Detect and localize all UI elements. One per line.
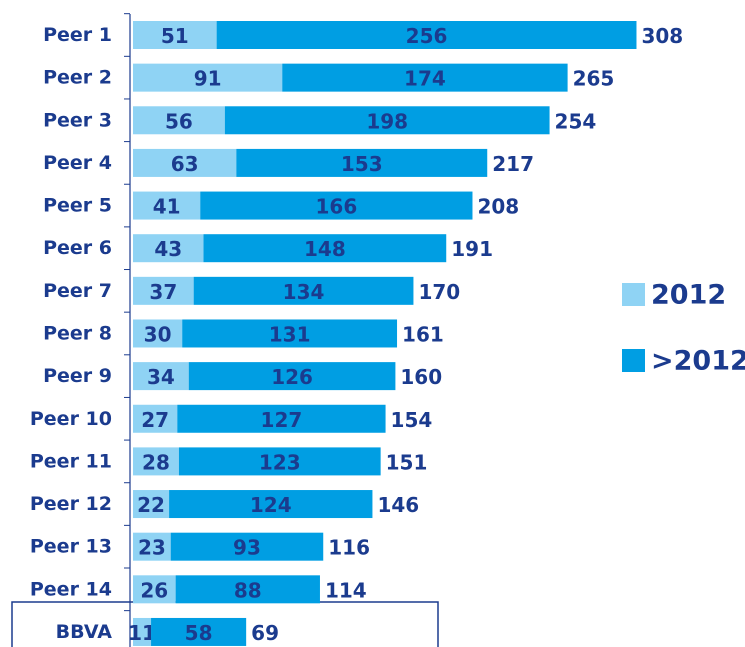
segment-label: 174 — [404, 67, 446, 91]
category-label: Peer 9 — [43, 365, 112, 387]
total-label: 308 — [641, 24, 683, 48]
bar-segment — [133, 148, 237, 177]
bar-segment — [133, 276, 194, 305]
segment-label: 256 — [406, 24, 448, 48]
segment-label: 51 — [161, 24, 189, 48]
segment-label: 43 — [154, 237, 182, 261]
segment-label: 166 — [315, 195, 357, 219]
bar-segment — [224, 106, 550, 135]
bar-segment — [175, 575, 320, 604]
total-label: 191 — [451, 237, 493, 261]
category-label: Peer 7 — [43, 280, 112, 302]
bar-segment — [133, 490, 170, 519]
total-label: 265 — [573, 67, 615, 91]
bar-segment — [133, 106, 225, 135]
legend-label: >2012 — [651, 346, 745, 377]
bar-segment — [170, 532, 324, 561]
segment-label: 26 — [140, 578, 168, 602]
segment-label: 93 — [233, 536, 261, 560]
total-label: 254 — [555, 109, 597, 133]
segment-label: 41 — [153, 195, 181, 219]
segment-label: 34 — [147, 365, 175, 389]
segment-label: 126 — [271, 365, 313, 389]
category-label: Peer 3 — [43, 109, 112, 131]
category-label: Peer 8 — [43, 322, 112, 344]
bar-segment — [133, 319, 183, 348]
total-label: 151 — [386, 450, 428, 474]
segment-label: 131 — [269, 322, 311, 346]
bar-segment — [188, 362, 396, 391]
category-label: Peer 11 — [30, 450, 112, 472]
total-label: 161 — [402, 322, 444, 346]
bar-segment — [236, 148, 488, 177]
category-label: Peer 13 — [30, 536, 112, 558]
category-label: Peer 14 — [30, 578, 112, 600]
total-label: 146 — [377, 493, 419, 517]
bar-segment — [133, 21, 217, 49]
bar-segment — [151, 617, 247, 646]
bar-segment — [133, 447, 179, 476]
category-label: Peer 12 — [30, 493, 112, 515]
bar-segment — [200, 191, 473, 220]
bar-segment — [169, 490, 373, 519]
segment-label: 124 — [250, 493, 292, 517]
category-label: Peer 5 — [43, 195, 112, 217]
segment-label: 134 — [283, 280, 325, 304]
bar-segment — [133, 617, 152, 646]
bar-segment — [133, 234, 204, 263]
total-label: 69 — [251, 621, 279, 645]
segment-label: 58 — [185, 621, 213, 645]
bar-segment — [178, 447, 381, 476]
segment-label: 198 — [366, 109, 408, 133]
category-label: Peer 4 — [43, 152, 112, 174]
bar-segment — [133, 63, 283, 92]
segment-label: 37 — [149, 280, 177, 304]
bar-segment — [193, 276, 414, 305]
category-label: Peer 2 — [43, 67, 112, 89]
segment-label: 153 — [341, 152, 383, 176]
segment-label: 63 — [171, 152, 199, 176]
total-label: 160 — [400, 365, 442, 389]
total-label: 217 — [492, 152, 534, 176]
segment-label: 28 — [142, 450, 170, 474]
bar-segment — [182, 319, 398, 348]
bar-segment — [133, 575, 176, 604]
segment-label: 22 — [137, 493, 165, 517]
segment-label: 30 — [144, 322, 172, 346]
category-label: BBVA — [56, 621, 113, 643]
bar-segment — [133, 404, 178, 433]
total-label: 116 — [328, 536, 370, 560]
total-label: 170 — [418, 280, 460, 304]
legend-swatch — [622, 349, 645, 372]
bar-segment — [133, 532, 171, 561]
bar-segment — [177, 404, 386, 433]
segment-label: 56 — [165, 109, 193, 133]
total-label: 208 — [477, 195, 519, 219]
segment-label: 123 — [259, 450, 301, 474]
bar-segment — [216, 21, 637, 49]
bar-segment — [133, 191, 201, 220]
legend-swatch — [622, 283, 645, 306]
segment-label: 23 — [138, 536, 166, 560]
segment-label: 27 — [141, 408, 169, 432]
total-label: 154 — [391, 408, 433, 432]
total-label: 114 — [325, 578, 367, 602]
segment-label: 148 — [304, 237, 346, 261]
legend-label: 2012 — [651, 280, 726, 311]
segment-label: 127 — [261, 408, 303, 432]
segment-label: 91 — [194, 67, 222, 91]
segment-label: 88 — [234, 578, 262, 602]
category-label: Peer 10 — [30, 408, 112, 430]
bar-segment — [133, 362, 189, 391]
bar-segment — [203, 234, 447, 263]
category-label: Peer 6 — [43, 237, 112, 259]
category-label: Peer 1 — [43, 24, 112, 46]
bar-segment — [282, 63, 568, 92]
